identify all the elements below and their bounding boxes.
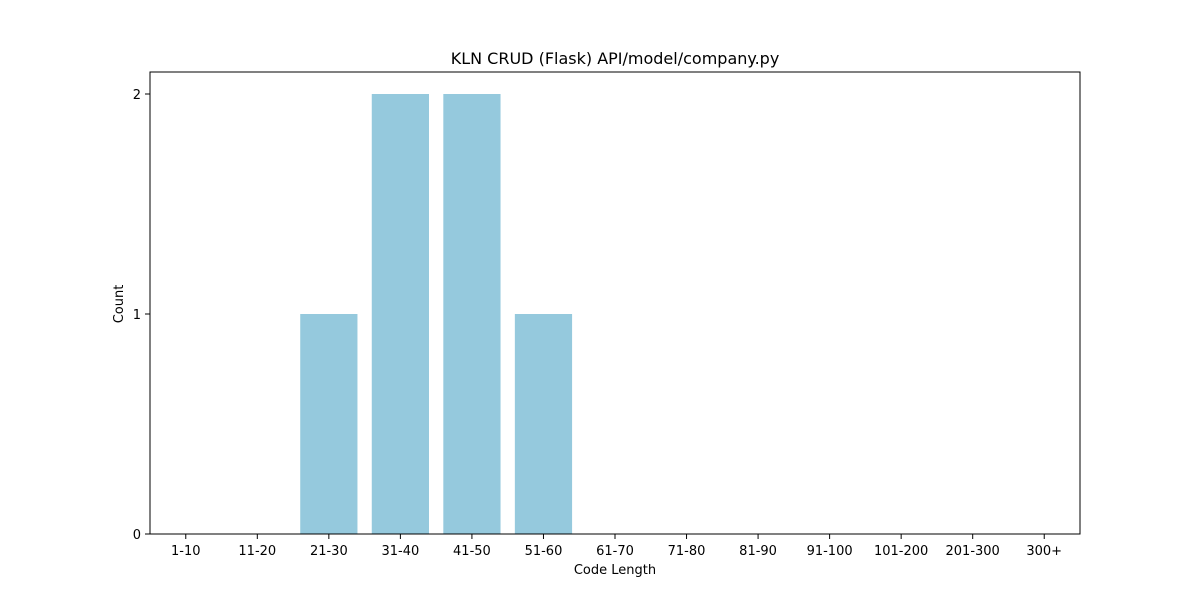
x-tick-label: 11-20 (238, 544, 276, 559)
x-tick-label: 81-90 (739, 544, 777, 559)
chart-title: KLN CRUD (Flask) API/model/company.py (451, 49, 780, 68)
x-tick-label: 91-100 (807, 544, 853, 559)
y-axis-label: Count (112, 285, 127, 324)
x-tick-label: 300+ (1026, 544, 1062, 559)
x-tick-label: 61-70 (596, 544, 634, 559)
bar-41-50 (443, 94, 501, 534)
bars-layer (300, 94, 573, 534)
x-tick-label: 51-60 (525, 544, 563, 559)
x-tick-label: 101-200 (874, 544, 928, 559)
bar-21-30 (300, 314, 358, 534)
x-axis-label: Code Length (574, 563, 656, 578)
y-tick-label: 0 (133, 528, 141, 543)
x-tick-label: 21-30 (310, 544, 348, 559)
x-tick-label: 71-80 (668, 544, 706, 559)
y-tick-label: 1 (133, 308, 141, 323)
plot-frame (149, 71, 1081, 535)
x-axis-ticks: 1-10 11-20 21-30 31-40 41-50 51-60 61-70 71-80 8… (171, 534, 1062, 559)
bar-31-40 (371, 94, 429, 534)
x-tick-label: 1-10 (171, 544, 201, 559)
bar-51-60 (514, 314, 573, 534)
x-tick-label: 41-50 (453, 544, 491, 559)
y-axis-ticks: 0 1 2 (133, 88, 150, 543)
x-tick-label: 31-40 (381, 544, 419, 559)
x-tick-label: 201-300 (946, 544, 1000, 559)
y-tick-label: 2 (133, 88, 141, 103)
